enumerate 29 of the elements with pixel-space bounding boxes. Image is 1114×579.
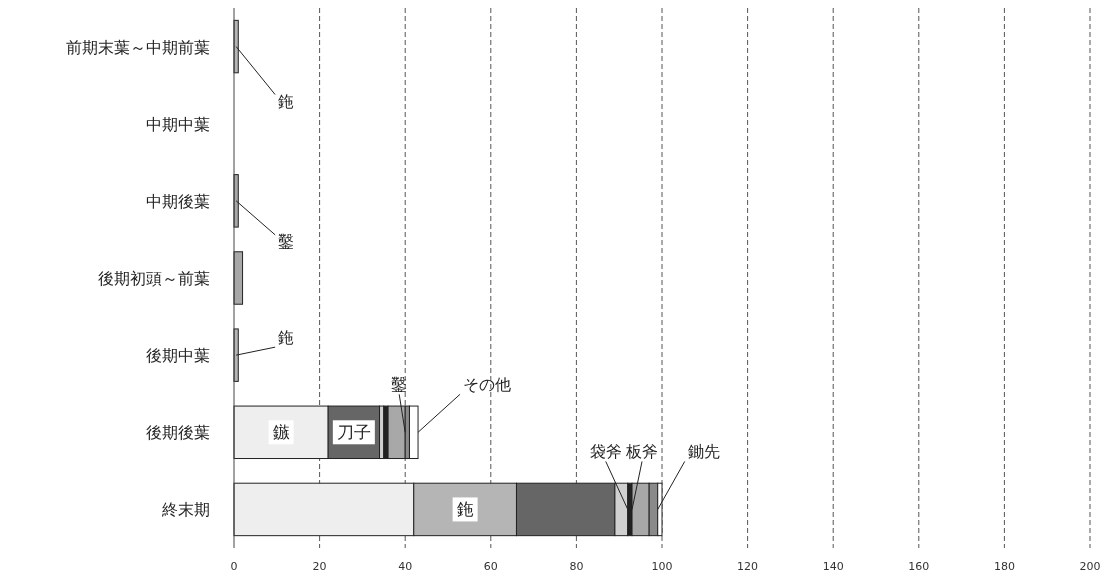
- y-tick-label: 終末期: [161, 500, 210, 520]
- x-tick-label: 200: [1079, 560, 1101, 573]
- x-tick-label: 140: [822, 560, 844, 573]
- x-tick-label: 40: [398, 560, 413, 573]
- annotation: 板斧: [625, 442, 659, 462]
- x-tick-label: 60: [483, 560, 498, 573]
- x-tick-label: 160: [908, 560, 930, 573]
- x-tick-label: 80: [569, 560, 584, 573]
- annotation: 鉇: [278, 91, 295, 111]
- y-tick-label: 後期中葉: [146, 346, 210, 366]
- x-tick-label: 100: [651, 560, 673, 573]
- annotation: 鉇: [456, 499, 474, 520]
- x-tick-label: 0: [230, 560, 238, 573]
- annotation: 鋤先: [687, 442, 720, 462]
- y-tick-label: 中期中葉: [146, 114, 210, 134]
- annotation: 鑿: [278, 231, 295, 251]
- y-tick-label: 後期初頭～前葉: [98, 269, 210, 288]
- y-tick-label: 中期後葉: [146, 191, 210, 211]
- annotation: その他: [463, 375, 512, 395]
- annotation: 袋斧: [589, 442, 622, 462]
- x-tick-label: 20: [312, 560, 327, 573]
- annotation: 鏃: [272, 422, 290, 443]
- y-tick-label: 前期末葉～中期前葉: [66, 37, 210, 57]
- y-tick-label: 後期後葉: [146, 423, 210, 443]
- x-tick-label: 180: [993, 560, 1015, 573]
- annotation: 鑿: [391, 375, 408, 395]
- annotation: 鉇: [278, 328, 295, 348]
- x-tick-label: 120: [737, 560, 759, 573]
- annotation: 刀子: [336, 422, 371, 443]
